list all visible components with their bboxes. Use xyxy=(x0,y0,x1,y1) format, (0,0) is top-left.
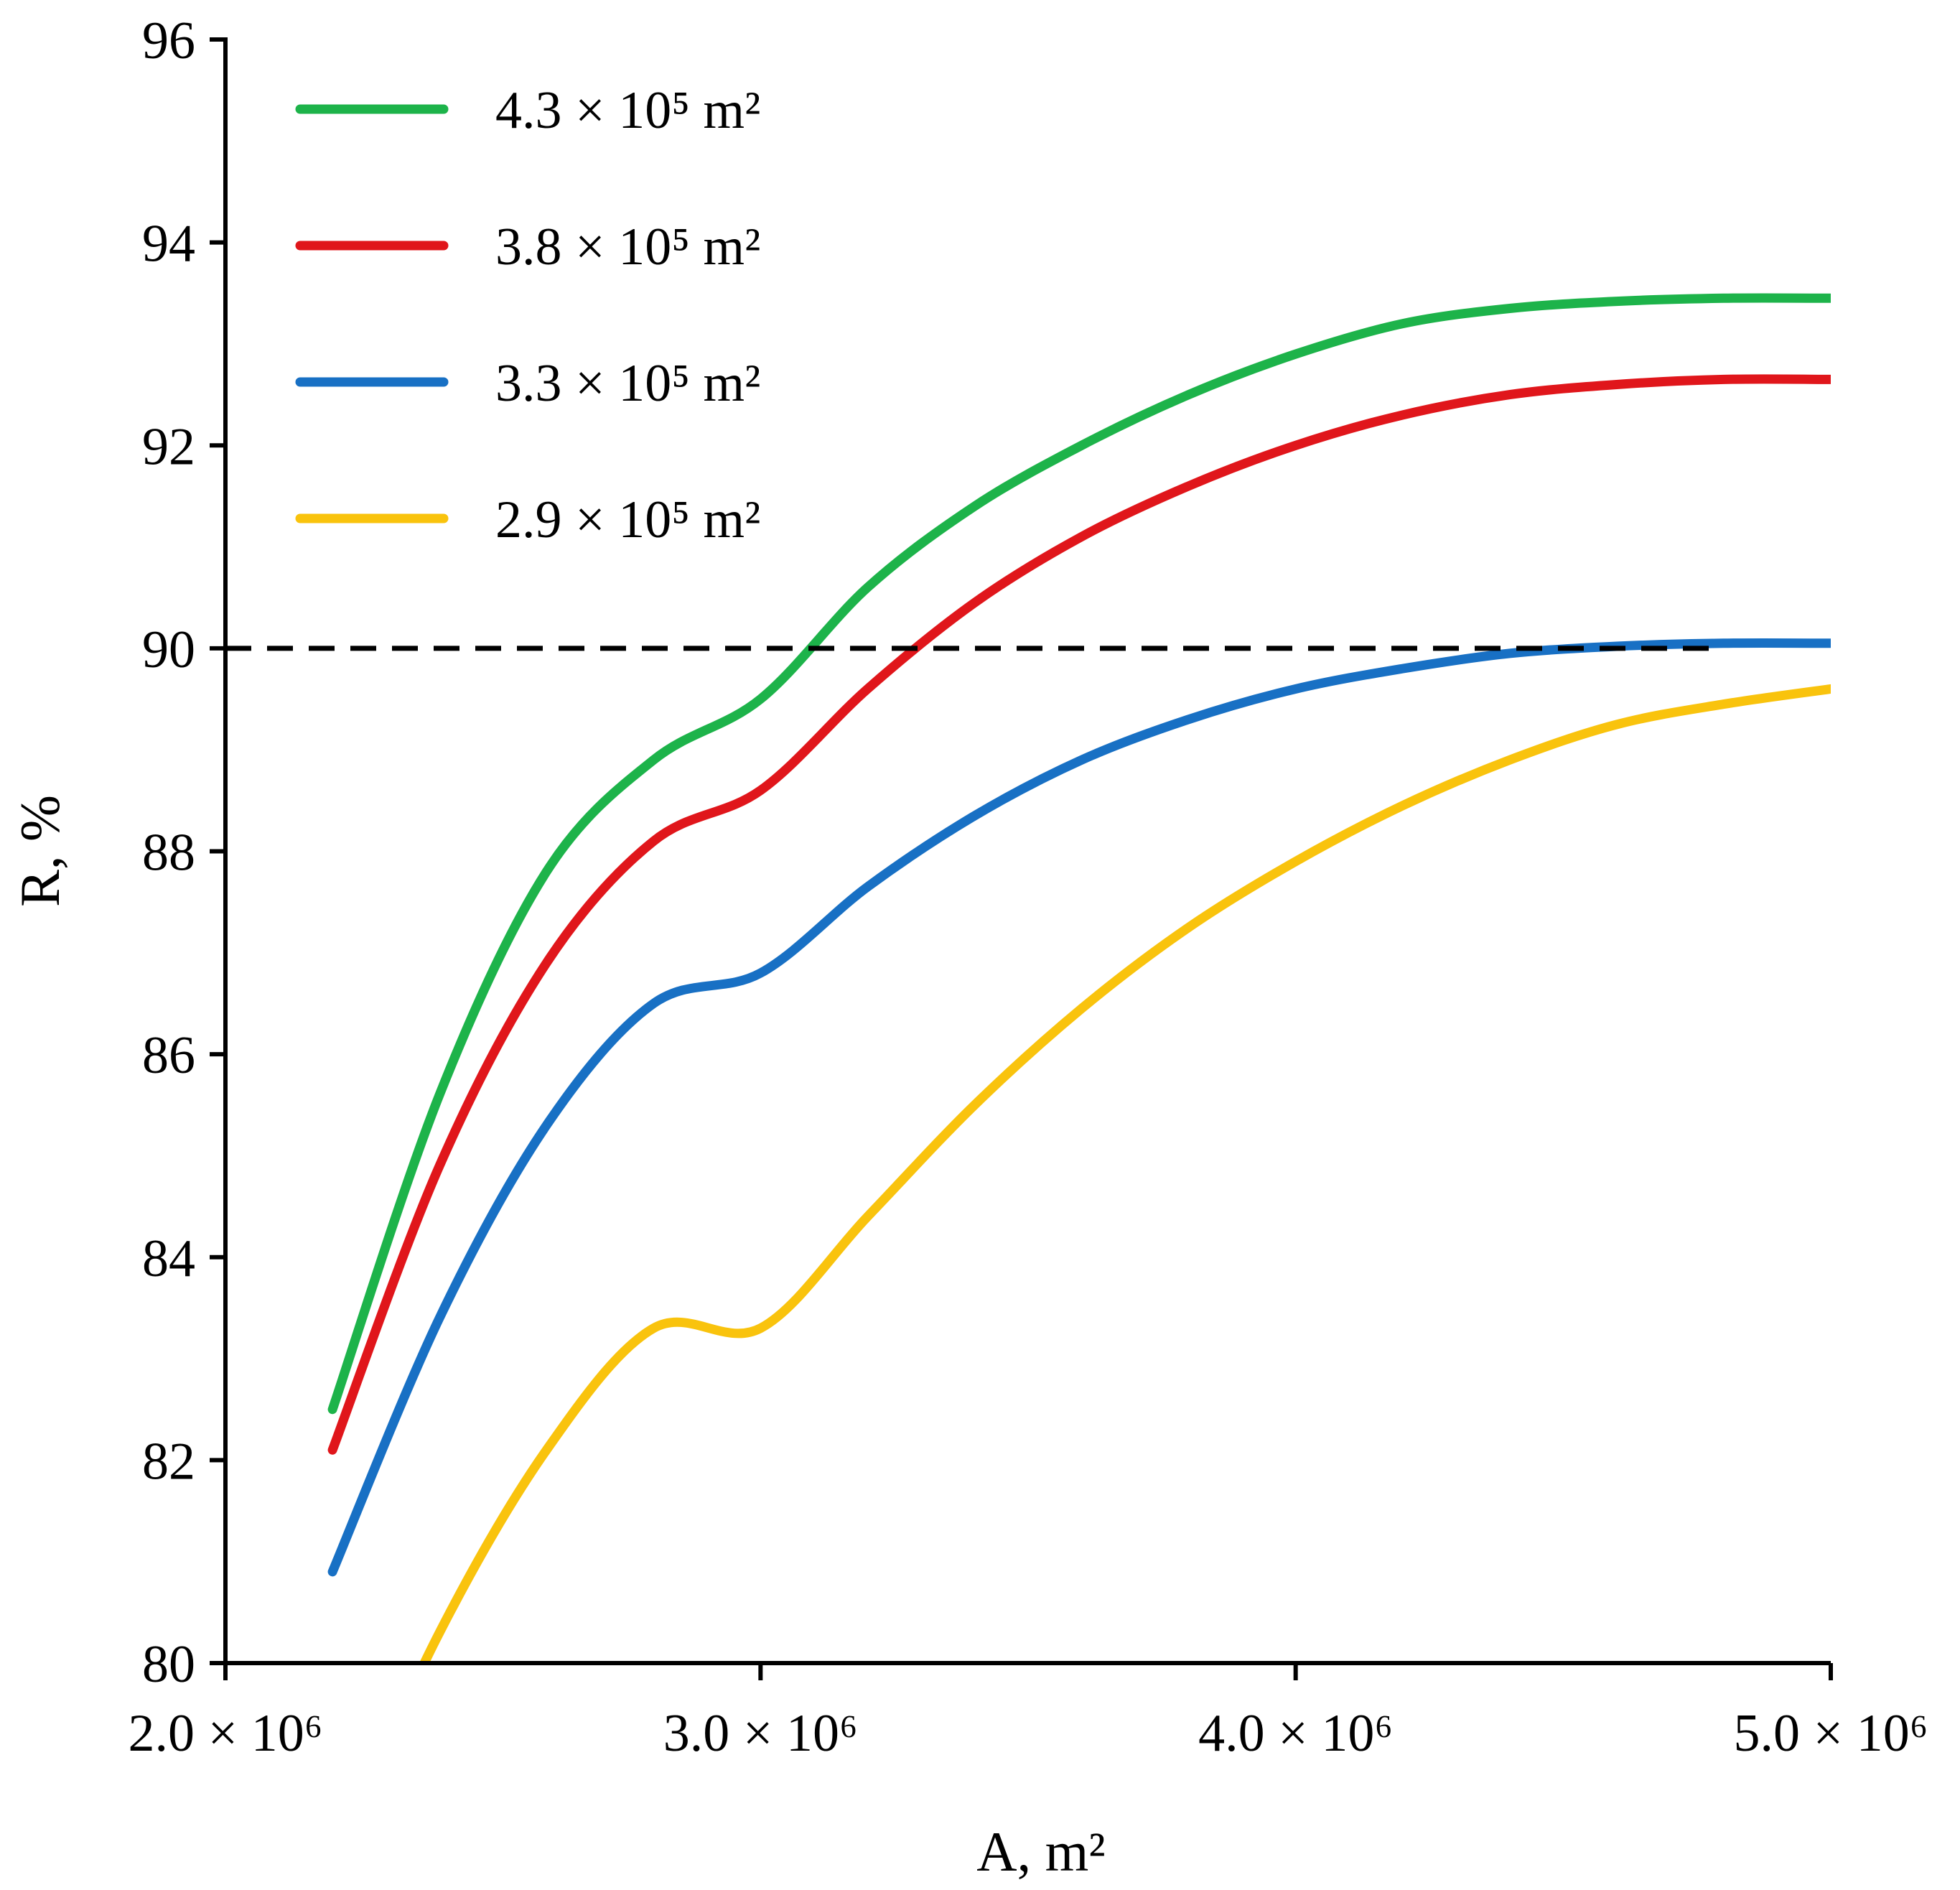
legend-label-3: 3.3 × 10⁵ m² xyxy=(495,354,760,413)
legend-label-2: 3.8 × 10⁵ m² xyxy=(495,218,760,276)
axes-layer: 80 82 84 86 88 90 92 94 96 2.0 × 10⁶ 3.0 × 10⁶ 4.0 … xyxy=(128,11,1928,1763)
y-tick-label-86: 86 xyxy=(142,1026,195,1085)
x-axis-title: A, m² xyxy=(976,1820,1105,1883)
legend-label-4: 2.9 × 10⁵ m² xyxy=(495,490,760,549)
y-tick-label-88: 88 xyxy=(142,824,195,883)
y-tick-label-92: 92 xyxy=(142,417,195,476)
x-tick-label-3: 4.0 × 10⁶ xyxy=(1198,1704,1393,1763)
legend: 4.3 × 10⁵ m² 3.8 × 10⁵ m² 3.3 × 10⁵ m² 2.9 … xyxy=(295,81,760,549)
y-axis-title: R, % xyxy=(9,795,71,907)
x-tick-label-2: 3.0 × 10⁶ xyxy=(663,1704,858,1763)
series-line-2 xyxy=(327,374,1831,1455)
y-tick-label-80: 80 xyxy=(142,1635,195,1694)
series-layer xyxy=(327,293,1831,1663)
series-line-1 xyxy=(327,293,1831,1415)
y-tick-label-90: 90 xyxy=(142,620,195,679)
series-line-4 xyxy=(419,684,1831,1663)
x-tick-label-4: 5.0 × 10⁶ xyxy=(1733,1704,1928,1763)
y-tick-label-82: 82 xyxy=(142,1432,195,1491)
y-tick-label-94: 94 xyxy=(142,215,195,274)
x-tick-label-1: 2.0 × 10⁶ xyxy=(128,1704,322,1763)
y-tick-label-96: 96 xyxy=(142,11,195,70)
legend-label-1: 4.3 × 10⁵ m² xyxy=(495,81,760,140)
y-tick-label-84: 84 xyxy=(142,1229,195,1288)
